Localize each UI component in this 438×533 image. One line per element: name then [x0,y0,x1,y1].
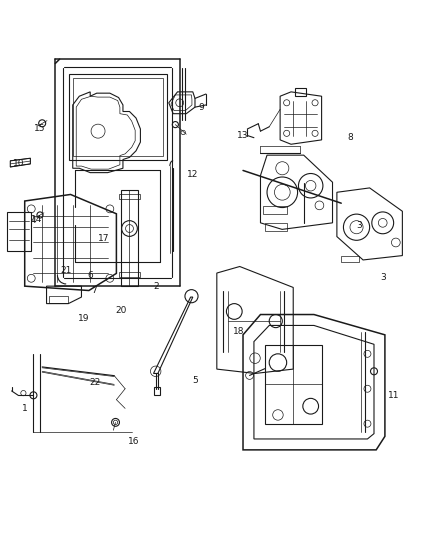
Bar [121,190,138,286]
Text: 1: 1 [22,404,28,413]
Text: 14: 14 [31,215,42,224]
Text: 9: 9 [199,103,205,111]
Bar [69,75,166,159]
Text: 7: 7 [92,286,97,295]
Text: 10: 10 [13,159,25,168]
Text: 6: 6 [87,271,93,280]
Text: 21: 21 [60,266,72,276]
Text: 2: 2 [153,281,159,290]
Text: 17: 17 [98,233,109,243]
Text: 12: 12 [187,171,198,179]
Bar [49,296,68,303]
Text: 16: 16 [128,437,140,446]
Text: 8: 8 [347,133,353,142]
Text: 20: 20 [115,305,127,314]
Text: 11: 11 [388,391,399,400]
Text: 13: 13 [237,131,249,140]
Text: 5: 5 [192,376,198,384]
Text: 22: 22 [89,378,100,387]
Text: 19: 19 [78,314,89,324]
Bar [265,345,321,424]
Bar [73,78,163,156]
Bar [119,193,141,199]
Bar [119,272,141,277]
Text: 18: 18 [233,327,244,336]
Text: 15: 15 [34,125,46,133]
Text: 3: 3 [356,221,362,230]
Text: 4: 4 [31,216,36,225]
Text: 3: 3 [380,273,385,282]
Bar [263,206,287,214]
Bar [153,387,160,395]
Bar [295,88,306,96]
